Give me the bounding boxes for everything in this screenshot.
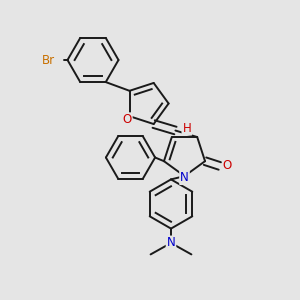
Text: N: N bbox=[167, 236, 176, 250]
Text: O: O bbox=[223, 159, 232, 172]
Text: N: N bbox=[180, 171, 189, 184]
Text: H: H bbox=[182, 122, 191, 135]
Text: Br: Br bbox=[42, 53, 56, 67]
Text: O: O bbox=[122, 113, 132, 126]
